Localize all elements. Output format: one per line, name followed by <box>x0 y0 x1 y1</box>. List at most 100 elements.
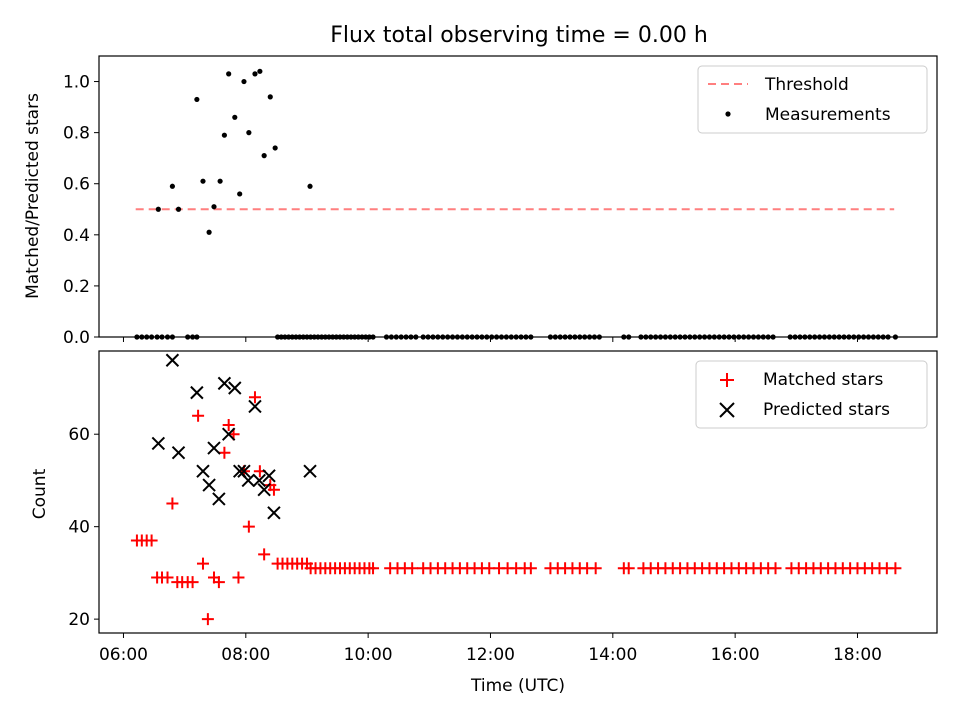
matched-star-point <box>524 562 537 575</box>
predicted-legend-swatch <box>719 402 735 418</box>
measurement-point <box>261 153 267 159</box>
ratio-axes-frame <box>98 55 938 338</box>
matched-star-point <box>258 548 271 561</box>
predicted-star-point <box>252 473 266 488</box>
measurement-point <box>211 204 217 210</box>
matched-star-point <box>622 562 635 575</box>
count-legend-box <box>695 360 928 429</box>
matched-star-point <box>769 562 782 575</box>
measurement-point <box>307 183 313 189</box>
predicted-star-point <box>257 482 271 497</box>
count-y-ticks: 20 40 60 <box>68 425 99 630</box>
predicted-star-point <box>207 441 221 455</box>
predicted-star-point <box>190 385 204 400</box>
measurement-point <box>221 132 227 138</box>
predicted-star-point <box>248 399 262 414</box>
count-marks <box>130 353 902 626</box>
predicted-star-point <box>165 353 180 367</box>
predicted-star-point <box>196 464 210 478</box>
ratio-panel: 0.0 0.2 0.4 0.6 0.8 1.0 Matched/Predicted sta… <box>23 55 938 348</box>
measurement-point <box>257 68 263 74</box>
ratio-legend-box <box>697 65 928 134</box>
measurement-point <box>194 96 200 103</box>
matched-star-point <box>161 571 174 584</box>
measurement-point <box>237 191 243 197</box>
ratio-y-ticks: 0.0 0.2 0.4 0.6 0.8 1.0 <box>63 73 99 348</box>
ratio-y-tick-label: 0.6 <box>63 175 90 195</box>
matched-star-point <box>222 418 235 431</box>
matched-star-point <box>232 571 245 584</box>
matched-star-point <box>367 562 380 575</box>
measurement-point <box>155 206 161 212</box>
count-x-tick-label: 06:00 <box>99 645 148 665</box>
ratio-y-tick-label: 0.4 <box>63 226 90 246</box>
predicted-star-point <box>217 376 232 391</box>
matched-star-point <box>212 576 225 589</box>
matched-star-point <box>192 409 205 422</box>
ratio-x-ticks <box>122 337 858 342</box>
measurement-point <box>175 206 182 212</box>
predicted-legend-label: Predicted stars <box>763 400 890 420</box>
predicted-star-point <box>202 478 216 492</box>
matched-star-point <box>218 446 231 459</box>
predicted-star-point <box>221 427 236 441</box>
count-x-tick-label: 14:00 <box>588 645 637 665</box>
measurement-point <box>200 178 206 184</box>
matched-star-point <box>406 562 419 575</box>
predicted-star-point <box>212 492 226 506</box>
measurement-point <box>226 71 232 77</box>
predicted-star-point <box>303 464 317 478</box>
matched-legend-label: Matched stars <box>763 370 883 390</box>
measurement-point <box>246 130 252 136</box>
measurement-point <box>267 94 273 100</box>
measurement-point <box>217 178 223 184</box>
count-y-tick-label: 40 <box>68 518 90 538</box>
count-x-tick-label: 10:00 <box>344 645 393 665</box>
count-y-axis-label: Count <box>30 468 50 519</box>
measurement-point <box>252 71 258 77</box>
ratio-y-tick-label: 0.8 <box>63 124 90 144</box>
measurement-point <box>169 183 176 189</box>
count-x-ticks: 06:00 08:00 10:00 12:00 14:00 16:00 18:00 <box>99 633 882 665</box>
ratio-y-tick-label: 0.0 <box>63 328 90 348</box>
matched-star-point <box>201 613 214 626</box>
predicted-star-point <box>241 473 255 488</box>
count-y-tick-label: 20 <box>68 610 90 630</box>
matched-star-point <box>267 483 280 496</box>
matched-star-point <box>145 534 158 547</box>
predicted-star-point <box>267 506 281 520</box>
ratio-y-axis-label: Matched/Predicted stars <box>23 93 43 299</box>
matched-star-point <box>242 520 255 533</box>
ratio-legend: Threshold Measurements <box>697 65 928 134</box>
ratio-y-tick-label: 1.0 <box>63 73 90 93</box>
matched-legend-swatch <box>720 373 734 387</box>
chart-title: Flux total observing time = 0.00 h <box>330 23 708 48</box>
matched-star-point <box>589 562 602 575</box>
measurement-point <box>206 229 212 235</box>
matched-star-point <box>186 576 199 589</box>
predicted-star-point <box>228 381 242 395</box>
predicted-star-point <box>151 436 166 451</box>
x-axis-label: Time (UTC) <box>470 676 565 696</box>
count-y-tick-label: 60 <box>68 425 90 445</box>
count-x-tick-label: 16:00 <box>711 645 760 665</box>
measurements-legend-label: Measurements <box>765 105 891 125</box>
predicted-star-point <box>237 464 251 478</box>
measurements-legend-swatch <box>725 111 731 117</box>
count-x-tick-label: 18:00 <box>833 645 882 665</box>
predicted-star-point <box>262 469 276 483</box>
measurement-point <box>232 114 238 120</box>
matched-star-point <box>889 562 902 575</box>
predicted-star-point <box>171 445 186 460</box>
matched-star-point <box>166 497 179 510</box>
matched-star-point <box>248 391 261 404</box>
threshold-legend-label: Threshold <box>764 75 849 95</box>
count-panel: 20 40 60 06:00 08:00 10:00 12:00 14:00 16:00 18:… <box>30 350 938 696</box>
measurement-point <box>241 78 247 85</box>
count-x-tick-label: 08:00 <box>221 645 270 665</box>
ratio-y-tick-label: 0.2 <box>63 277 90 297</box>
count-x-tick-label: 12:00 <box>466 645 515 665</box>
count-legend: Matched stars Predicted stars <box>695 360 928 429</box>
count-axes-frame <box>98 350 938 634</box>
